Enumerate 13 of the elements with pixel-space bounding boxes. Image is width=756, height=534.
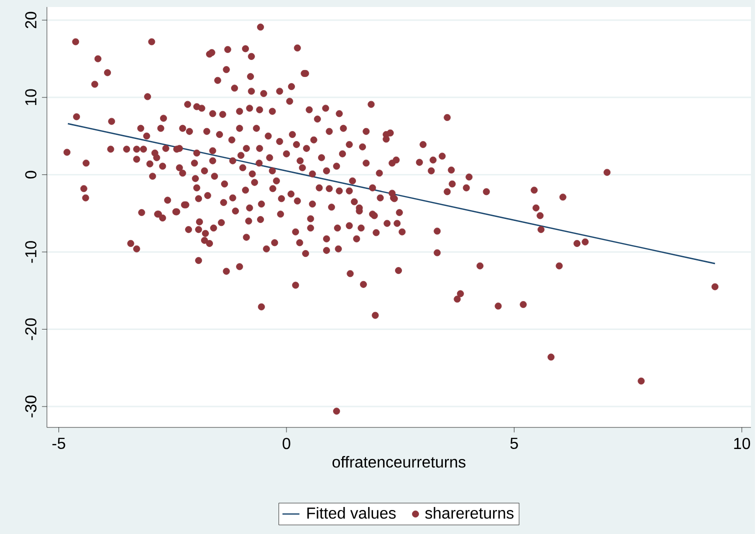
y-tick-label: -30 [25,396,36,418]
legend-label: sharereturns [425,506,514,519]
x-tick-label: 0 [282,438,290,450]
x-tick-label: 10 [734,438,750,450]
x-tick-label: -5 [52,438,66,449]
y-tick-label: -20 [25,318,36,340]
y-tick-label: 0 [25,170,36,178]
y-tick-label: 20 [25,12,36,28]
x-tick-label: 5 [510,438,518,449]
x-axis-title: offratenceurreturns [332,456,466,468]
legend-label: Fitted values [307,506,396,519]
y-tick-label: 10 [25,89,36,105]
y-tick-label: -10 [25,240,36,263]
